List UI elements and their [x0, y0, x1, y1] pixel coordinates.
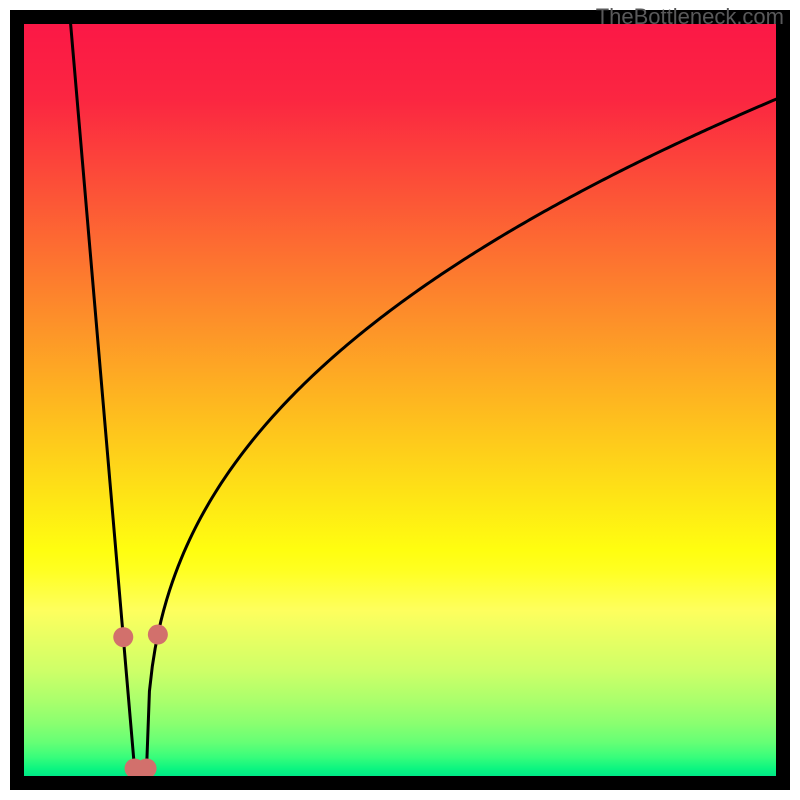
valley-marker: [137, 758, 157, 778]
valley-marker: [148, 625, 168, 645]
bottleneck-chart: [0, 0, 800, 800]
chart-background: [24, 24, 776, 776]
valley-marker: [113, 627, 133, 647]
